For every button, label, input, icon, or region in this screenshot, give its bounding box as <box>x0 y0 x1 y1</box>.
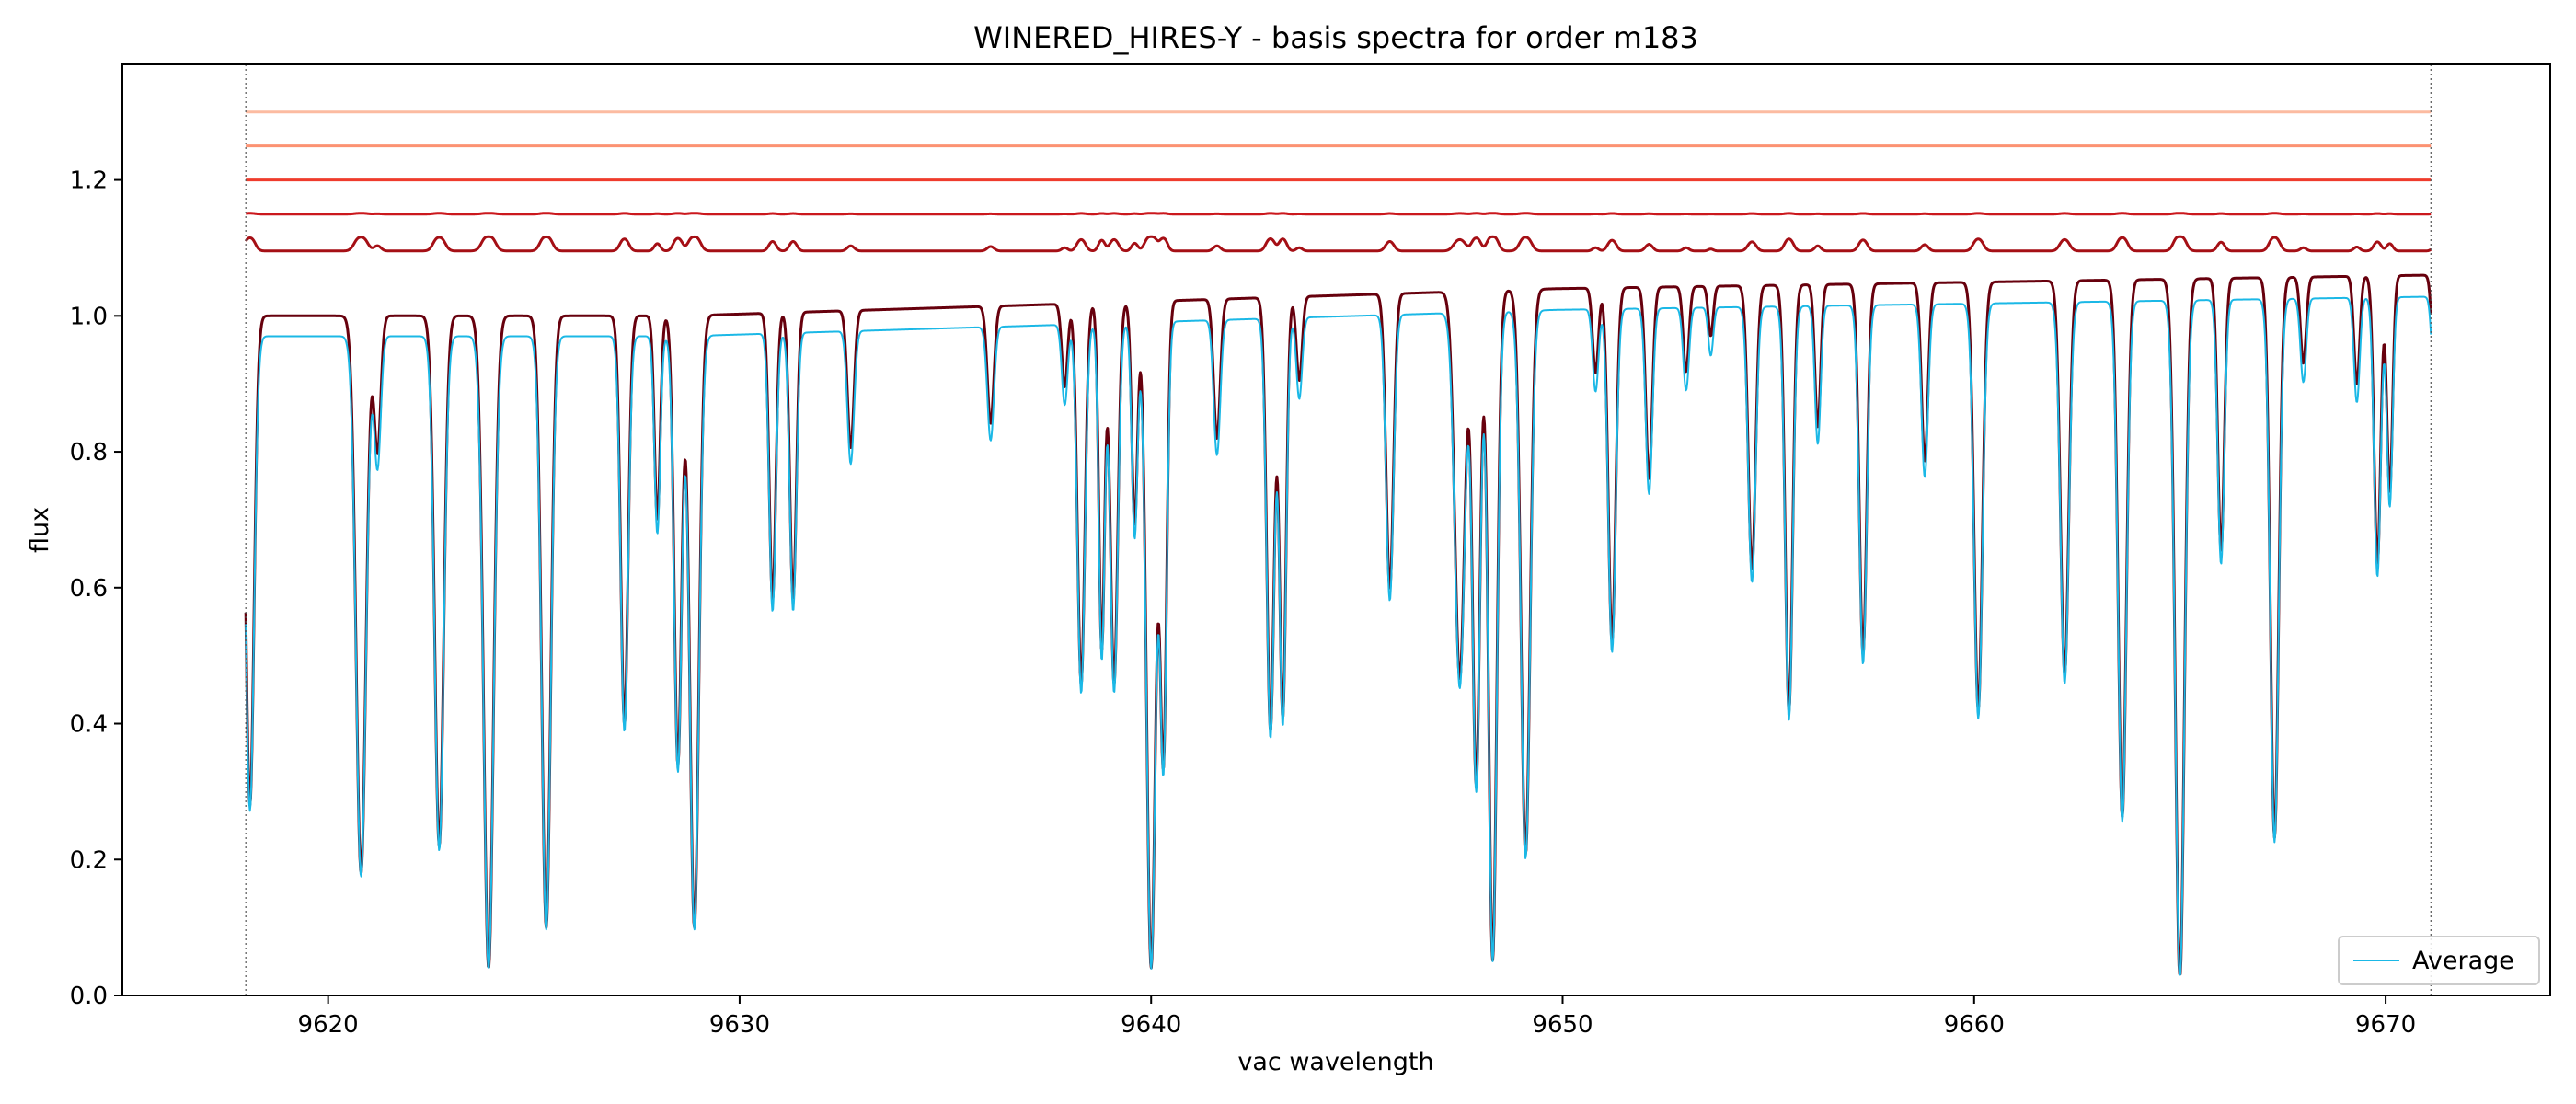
legend-label-average: Average <box>2412 947 2514 975</box>
series-basis-1 <box>244 235 2432 253</box>
series-basis-2 <box>245 212 2432 216</box>
y-axis: 0.0 0.2 0.4 0.6 0.8 1.0 1.2 <box>70 167 122 1010</box>
y-tick-label: 1.2 <box>70 167 108 195</box>
series-basis-0 <box>244 273 2432 976</box>
x-tick-label: 9640 <box>1121 1011 1181 1039</box>
y-tick-label: 0.6 <box>70 575 108 603</box>
legend-box <box>2338 936 2540 985</box>
series-layer <box>244 110 2432 976</box>
y-tick-label: 0.0 <box>70 983 108 1010</box>
x-tick-label: 9660 <box>1944 1011 2005 1039</box>
legend: Average <box>2338 936 2540 985</box>
x-axis-label: vac wavelength <box>1237 1048 1433 1076</box>
x-axis: 9620 9630 9640 9650 9660 9670 <box>298 995 2416 1039</box>
y-tick-label: 0.8 <box>70 439 108 466</box>
y-tick-label: 0.4 <box>70 711 108 739</box>
plot-frame <box>121 63 2551 996</box>
chart-title: WINERED_HIRES-Y - basis spectra for orde… <box>973 20 1698 55</box>
y-tick-label: 0.2 <box>70 846 108 874</box>
x-tick-label: 9620 <box>298 1011 359 1039</box>
series-average <box>245 295 2432 976</box>
reference-lines <box>245 64 2432 995</box>
x-tick-label: 9670 <box>2355 1011 2416 1039</box>
y-axis-label: flux <box>26 507 54 553</box>
y-tick-label: 1.0 <box>70 303 108 330</box>
x-tick-label: 9650 <box>1532 1011 1593 1039</box>
x-tick-label: 9630 <box>709 1011 770 1039</box>
